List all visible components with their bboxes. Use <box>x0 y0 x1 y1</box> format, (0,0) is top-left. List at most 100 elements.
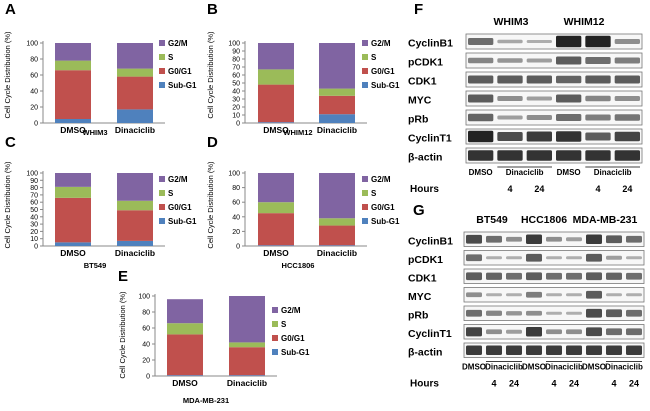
y-tick-label: 0 <box>236 244 240 251</box>
blot-band <box>626 272 642 280</box>
blot-strip <box>465 90 643 107</box>
bar-segment-g0g1 <box>167 334 203 376</box>
blot-band <box>585 150 611 161</box>
bar-segment-g2m <box>55 43 91 61</box>
hours-value: 24 <box>509 379 519 389</box>
blot-band <box>606 328 622 336</box>
y-tick-label: 40 <box>232 89 240 96</box>
y-tick-label: 50 <box>232 81 240 88</box>
bar-segment-sub-g1 <box>117 109 153 123</box>
blot-band <box>566 237 582 242</box>
legend-swatch <box>272 307 278 313</box>
bar-segment-g2m <box>319 43 355 89</box>
protein-label: MYC <box>408 291 432 303</box>
blot-band <box>566 345 582 356</box>
blot-band <box>614 39 640 44</box>
blot-band <box>606 293 622 297</box>
blot-band <box>626 309 642 317</box>
blot-band <box>466 327 482 337</box>
blot-band <box>468 94 494 103</box>
panel-letter: E <box>118 268 128 285</box>
protein-label: CDK1 <box>408 76 437 88</box>
y-tick-label: 100 <box>228 171 240 178</box>
legend-swatch <box>159 68 165 74</box>
lane-label: Dinaciclib <box>485 363 523 372</box>
blot-band <box>585 75 611 84</box>
blot-band <box>585 57 611 64</box>
lane-label: DMSO <box>462 363 486 372</box>
lane-label: Dinaciclib <box>605 363 643 372</box>
blot-band <box>585 95 611 102</box>
y-tick-label: 50 <box>30 207 38 214</box>
blot-band <box>626 328 642 336</box>
legend-label: G2/M <box>168 39 188 48</box>
blot-band <box>526 131 552 142</box>
blot-band <box>585 132 611 141</box>
blot-band <box>606 272 622 280</box>
bar-segment-g0g1 <box>258 213 294 246</box>
blot-band <box>506 256 522 260</box>
blot-band <box>546 272 562 280</box>
panel-letter: G <box>413 202 425 219</box>
blot-band <box>497 39 523 44</box>
bar-segment-g0g1 <box>55 197 91 243</box>
panel-letter: B <box>207 1 218 18</box>
legend-swatch <box>159 176 165 182</box>
blot-band <box>526 272 542 281</box>
blot-band <box>586 327 602 337</box>
blot-band <box>586 253 602 262</box>
legend-label: S <box>168 189 174 198</box>
protein-label: CyclinT1 <box>408 328 452 340</box>
legend-swatch <box>159 40 165 46</box>
blot-band <box>506 311 522 316</box>
bar-segment-g0g1 <box>117 76 153 110</box>
x-tick-label: Dinaciclib <box>317 248 357 258</box>
blot-band <box>526 310 542 316</box>
blot-band <box>497 132 523 141</box>
bar-segment-sub-g1 <box>319 245 355 246</box>
blot-band <box>526 253 542 262</box>
x-tick-label: DMSO <box>263 248 289 258</box>
blot-band <box>566 329 582 335</box>
blot-band <box>614 96 640 101</box>
blot-band <box>586 345 602 356</box>
chart-title: MDA-MB-231 <box>183 396 229 405</box>
y-tick-label: 40 <box>30 89 38 96</box>
blot-band <box>486 329 502 335</box>
legend-label: G0/G1 <box>371 203 395 212</box>
cell-line-label: WHIM3 <box>494 16 529 28</box>
blot-band <box>468 75 494 84</box>
blot-band <box>497 150 523 161</box>
blot-band <box>586 290 602 299</box>
lane-label: Dinaciclib <box>506 168 544 177</box>
blot-band <box>556 75 582 84</box>
blot-band <box>466 254 482 262</box>
y-tick-label: 80 <box>30 57 38 64</box>
blot-band <box>466 234 482 244</box>
bar-segment-g2m <box>55 173 91 187</box>
y-tick-label: 20 <box>30 105 38 112</box>
legend-swatch <box>362 190 368 196</box>
blot-band <box>546 236 562 242</box>
legend-label: S <box>168 53 174 62</box>
blot-band <box>497 75 523 84</box>
panel-letter: D <box>207 134 218 151</box>
y-tick-label: 30 <box>30 222 38 229</box>
blot-band <box>497 58 523 63</box>
blot-band <box>486 235 502 243</box>
legend-swatch <box>362 204 368 210</box>
blot-band <box>486 293 502 297</box>
y-tick-label: 100 <box>138 294 150 301</box>
blot-band <box>606 309 622 318</box>
cell-line-label: MDA-MB-231 <box>573 214 638 226</box>
bar-segment-g2m <box>258 173 294 203</box>
blot-band <box>586 272 602 281</box>
x-tick-label: Dinaciclib <box>115 248 155 258</box>
legend-swatch <box>362 82 368 88</box>
blot-band <box>466 272 482 281</box>
blot-band <box>546 345 562 356</box>
panel-letter: F <box>414 1 423 18</box>
bar-segment-g2m <box>258 43 294 70</box>
blot-band <box>506 293 522 297</box>
chart-title: HCC1806 <box>282 261 315 270</box>
